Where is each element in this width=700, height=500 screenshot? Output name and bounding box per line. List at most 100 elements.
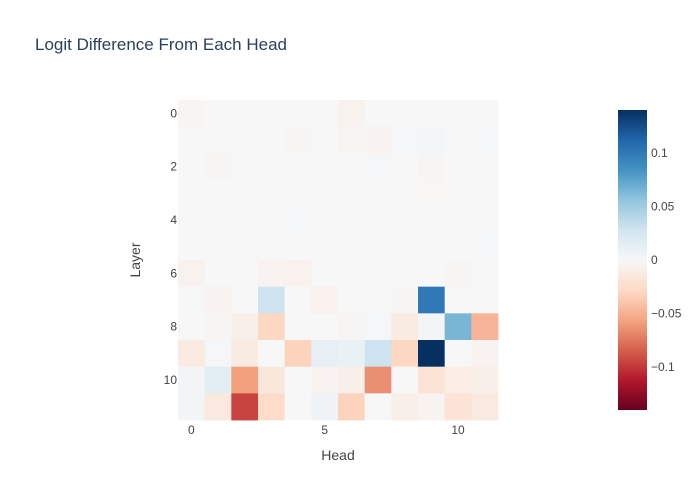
- heatmap-cell: [444, 206, 472, 234]
- heatmap-cell: [471, 340, 499, 368]
- heatmap-cell: [444, 180, 472, 208]
- heatmap-cell: [418, 286, 446, 314]
- heatmap-cell: [418, 313, 446, 341]
- colorbar-tick-label: −0.05: [651, 307, 682, 321]
- heatmap-cell: [391, 366, 419, 394]
- heatmap-cell: [258, 286, 286, 314]
- heatmap-cell: [204, 393, 232, 421]
- heatmap-cell: [311, 126, 339, 154]
- heatmap-cell: [284, 233, 312, 261]
- heatmap-cell: [284, 313, 312, 341]
- heatmap-cell: [391, 313, 419, 341]
- heatmap-cell: [444, 126, 472, 154]
- heatmap-cell: [178, 393, 206, 421]
- heatmap-cell: [311, 206, 339, 234]
- heatmap-cell: [391, 206, 419, 234]
- heatmap-cell: [178, 286, 206, 314]
- heatmap-cell: [364, 340, 392, 368]
- heatmap-cell: [204, 126, 232, 154]
- heatmap-cell: [231, 180, 259, 208]
- heatmap-cell: [364, 313, 392, 341]
- heatmap-cell: [231, 153, 259, 181]
- heatmap-cell: [364, 393, 392, 421]
- heatmap-cell: [258, 313, 286, 341]
- heatmap-cell: [311, 313, 339, 341]
- y-tick-label: 6: [170, 266, 177, 280]
- heatmap-cell: [258, 233, 286, 261]
- colorbar-tick-label: 0.05: [651, 199, 675, 213]
- heatmap-cell: [391, 180, 419, 208]
- heatmap-cell: [364, 286, 392, 314]
- heatmap-cell: [364, 180, 392, 208]
- heatmap-cell: [444, 100, 472, 128]
- y-axis-title: Layer: [127, 242, 143, 277]
- heatmap-cell: [338, 260, 366, 288]
- y-tick-label: 0: [170, 106, 177, 120]
- heatmap-cell: [178, 313, 206, 341]
- heatmap-cell: [204, 366, 232, 394]
- x-tick-label: 10: [451, 423, 465, 437]
- y-axis-ticks: 0 2 4 6 8 10: [164, 106, 178, 387]
- heatmap-cell: [231, 393, 259, 421]
- heatmap-cell: [231, 100, 259, 128]
- heatmap-cell: [418, 393, 446, 421]
- heatmap-cell: [471, 180, 499, 208]
- x-axis-title: Head: [321, 447, 354, 463]
- heatmap-cell: [471, 366, 499, 394]
- colorbar-tick-label: 0.1: [651, 146, 668, 160]
- heatmap-cell: [338, 100, 366, 128]
- heatmap-cell: [418, 126, 446, 154]
- heatmap-cell: [258, 126, 286, 154]
- heatmap-cell: [444, 286, 472, 314]
- heatmap-cell: [178, 180, 206, 208]
- heatmap-cell: [311, 340, 339, 368]
- heatmap-cell: [178, 153, 206, 181]
- colorbar: [618, 110, 647, 410]
- heatmap-cells: [178, 100, 499, 421]
- heatmap-cell: [311, 260, 339, 288]
- heatmap-cell: [231, 286, 259, 314]
- x-tick-label: 5: [321, 423, 328, 437]
- x-axis-ticks: 0 5 10: [188, 423, 465, 437]
- colorbar-tick-label: 0: [651, 253, 658, 267]
- heatmap-cell: [418, 206, 446, 234]
- heatmap-cell: [338, 180, 366, 208]
- heatmap-cell: [284, 180, 312, 208]
- heatmap-cell: [418, 340, 446, 368]
- heatmap-cell: [231, 206, 259, 234]
- heatmap-cell: [471, 100, 499, 128]
- heatmap-cell: [338, 233, 366, 261]
- heatmap-cell: [204, 340, 232, 368]
- heatmap-cell: [391, 233, 419, 261]
- heatmap-cell: [284, 100, 312, 128]
- heatmap-cell: [204, 260, 232, 288]
- heatmap-cell: [391, 260, 419, 288]
- heatmap-cell: [204, 313, 232, 341]
- heatmap-cell: [204, 286, 232, 314]
- heatmap-cell: [364, 366, 392, 394]
- heatmap-cell: [258, 393, 286, 421]
- y-tick-label: 10: [164, 373, 178, 387]
- heatmap-cell: [364, 233, 392, 261]
- heatmap-cell: [231, 126, 259, 154]
- heatmap-cell: [338, 206, 366, 234]
- heatmap-cell: [391, 126, 419, 154]
- heatmap-cell: [444, 233, 472, 261]
- y-tick-label: 8: [170, 320, 177, 334]
- heatmap-cell: [364, 126, 392, 154]
- heatmap-cell: [311, 286, 339, 314]
- heatmap-cell: [204, 180, 232, 208]
- heatmap-cell: [258, 153, 286, 181]
- heatmap-cell: [284, 286, 312, 314]
- heatmap-cell: [391, 153, 419, 181]
- heatmap-cell: [444, 260, 472, 288]
- heatmap-cell: [391, 340, 419, 368]
- heatmap-cell: [258, 260, 286, 288]
- heatmap-cell: [284, 126, 312, 154]
- heatmap-cell: [444, 313, 472, 341]
- heatmap-cell: [284, 260, 312, 288]
- heatmap-cell: [364, 260, 392, 288]
- heatmap-cell: [284, 206, 312, 234]
- heatmap-cell: [418, 233, 446, 261]
